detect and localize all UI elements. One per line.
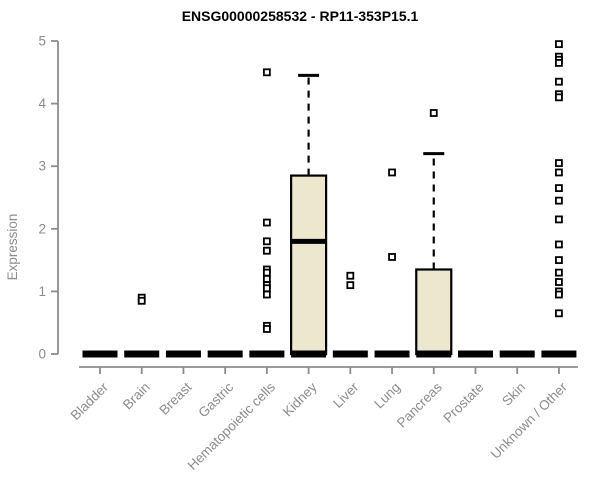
x-tick-label: Unknown / Other — [488, 379, 571, 462]
y-tick-label: 5 — [38, 34, 46, 49]
outlier-point — [262, 284, 271, 293]
x-tick-label: Pancreas — [394, 379, 445, 430]
x-tick-label: Brain — [120, 380, 153, 413]
x-tick-label: Bladder — [68, 379, 112, 423]
outlier-point — [262, 218, 271, 227]
outlier-point — [262, 325, 271, 333]
x-tick-label: Prostate — [440, 380, 486, 426]
y-tick-label: 1 — [38, 284, 46, 299]
outlier-point — [555, 268, 563, 277]
outlier-point — [555, 278, 563, 286]
y-tick-label: 2 — [38, 221, 46, 236]
outlier-point — [346, 271, 355, 280]
outlier-point — [555, 196, 563, 205]
x-tick-label: Kidney — [280, 379, 320, 419]
outlier-point — [262, 268, 271, 277]
outlier-point — [555, 159, 563, 167]
outlier-point — [262, 68, 271, 77]
outlier-point — [555, 77, 563, 86]
outlier-point — [555, 309, 563, 318]
outlier-point — [388, 168, 396, 177]
y-tick-label: 0 — [38, 347, 46, 362]
outlier-point — [555, 256, 563, 265]
x-tick-label: Skin — [499, 380, 528, 409]
outlier-point — [262, 274, 271, 283]
outlier-point — [555, 40, 563, 49]
outlier-point — [555, 290, 563, 299]
outlier-point — [262, 246, 271, 255]
chart-title: ENSG00000258532 - RP11-353P15.1 — [182, 8, 419, 24]
outlier-point — [555, 184, 563, 193]
outlier-point — [262, 237, 271, 246]
y-tick-label: 4 — [38, 96, 46, 111]
box-Kidney — [290, 174, 328, 356]
y-axis-label: Expression — [5, 214, 20, 281]
x-tick-label: Liver — [330, 379, 362, 411]
outlier-point — [429, 109, 438, 117]
outlier-point — [555, 215, 563, 224]
outlier-point — [388, 253, 396, 261]
outlier-point — [555, 93, 563, 102]
outlier-point — [262, 290, 271, 299]
outlier-point — [555, 168, 563, 177]
outlier-point — [137, 296, 146, 305]
y-tick-label: 3 — [38, 159, 46, 174]
x-tick-label: Breast — [156, 379, 194, 417]
x-tick-label: Gastric — [195, 379, 236, 420]
outlier-point — [555, 59, 563, 67]
box-Pancreas — [415, 268, 453, 356]
outlier-point — [555, 240, 563, 249]
outlier-point — [346, 281, 355, 290]
x-tick-label: Lung — [371, 380, 403, 412]
